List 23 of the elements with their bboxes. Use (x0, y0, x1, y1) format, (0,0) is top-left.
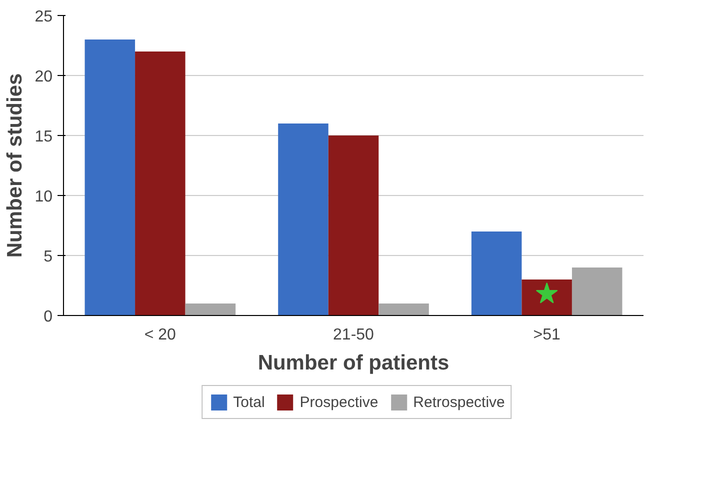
y-tick-label: 15 (34, 128, 53, 146)
bar (572, 268, 622, 316)
y-tick-label: 10 (34, 188, 53, 206)
y-tick-label: 25 (34, 8, 53, 26)
bar (328, 136, 379, 316)
legend-label: Retrospective (413, 394, 505, 410)
bar (278, 124, 328, 316)
x-tick-label: 21-50 (333, 326, 374, 344)
y-tick-label: 0 (44, 308, 53, 326)
bar (84, 40, 136, 316)
legend-label: Prospective (300, 394, 378, 410)
x-tick-label: >51 (533, 326, 561, 344)
x-axis-title: Number of patients (258, 352, 450, 374)
y-tick-label: 5 (44, 248, 53, 266)
y-axis-title: Number of studies (4, 73, 27, 258)
bar (185, 304, 236, 316)
bar (378, 304, 429, 316)
legend-label: Total (233, 394, 265, 410)
bar (135, 52, 186, 316)
y-tick-label: 20 (34, 68, 53, 86)
bar (522, 280, 572, 316)
bar (471, 232, 522, 316)
x-tick-label: < 20 (144, 326, 176, 344)
